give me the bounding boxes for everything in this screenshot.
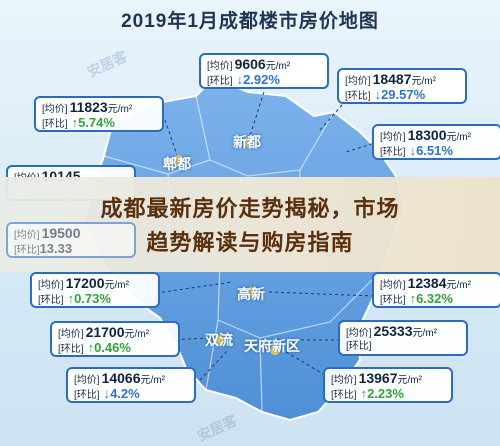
- marker-dot: [270, 345, 280, 355]
- district-label: 高新: [237, 286, 265, 302]
- arrow-up-icon: ↑: [360, 386, 368, 401]
- price-box: [均价] 18487元/m² [环比] ↓29.57%: [337, 68, 467, 104]
- price-box: [均价] 9606元/m² [环比] ↓2.92%: [199, 53, 329, 89]
- arrow-up-icon: ↑: [71, 115, 79, 130]
- district-label: 双流: [205, 332, 233, 348]
- price-box: [均价] 13967元/m² [环比] ↑2.23%: [323, 367, 453, 403]
- district-label: 新都: [233, 134, 261, 150]
- price-box: [均价] 14066元/m² [环比] ↓4.2%: [66, 367, 196, 403]
- map-title: 2019年1月成都楼市房价地图: [121, 11, 379, 32]
- price-box: [均价] 11823元/m² [环比] ↑5.74%: [34, 96, 164, 132]
- price-box: [均价] 12384元/m² [环比] ↑6.32%: [372, 272, 500, 308]
- marker-dot: [243, 137, 253, 147]
- headline-line1: 成都最新房价走势揭秘，市场: [100, 196, 400, 221]
- arrow-up-icon: ↑: [87, 340, 95, 355]
- district-label: 天府新区: [244, 338, 300, 354]
- arrow-up-icon: ↑: [409, 291, 417, 306]
- price-box: [均价] 19500 [环比]13.33: [6, 222, 136, 258]
- price-box: [均价] 18300元/m² [环比] ↓6.51%: [372, 124, 500, 160]
- arrow-down-icon: ↓: [409, 143, 417, 158]
- arrow-down-icon: ↓: [103, 386, 111, 401]
- marker-dot: [215, 335, 225, 345]
- marker-dot: [173, 155, 183, 165]
- district-label: 郫都: [163, 156, 191, 172]
- arrow-down-icon: ↓: [236, 72, 244, 87]
- headline-line2: 趋势解读与购房指南: [146, 230, 354, 255]
- price-box: [均价] 25333元/m² [环比]: [338, 320, 468, 356]
- arrow-up-icon: ↑: [67, 291, 75, 306]
- marker-dot: [247, 287, 257, 297]
- price-box: [均价] 17200元/m² [环比] ↑0.73%: [30, 272, 160, 308]
- price-box: [均价] 21700元/m² [环比] ↑0.46%: [50, 321, 180, 357]
- arrow-down-icon: ↓: [374, 87, 382, 102]
